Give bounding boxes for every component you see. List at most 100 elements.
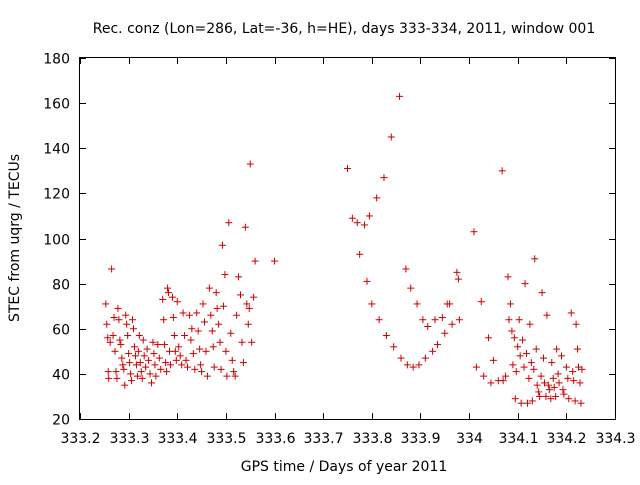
data-point — [438, 313, 446, 321]
data-point — [106, 338, 114, 346]
data-point — [169, 313, 177, 321]
x-tick-label: 333.7 — [303, 431, 343, 447]
data-point — [453, 268, 461, 276]
data-point — [244, 320, 252, 328]
data-point — [173, 298, 181, 306]
data-point — [489, 356, 497, 364]
data-point — [533, 381, 541, 389]
data-point — [179, 309, 187, 317]
x-tick-label: 333.4 — [157, 431, 197, 447]
data-point — [155, 354, 163, 362]
data-point — [161, 341, 169, 349]
x-tick-label: 333.3 — [109, 431, 149, 447]
y-tick-label: 20 — [52, 413, 70, 429]
data-point — [162, 359, 170, 367]
data-point — [363, 277, 371, 285]
data-point — [238, 338, 246, 346]
data-point — [157, 365, 165, 373]
data-point — [171, 347, 179, 355]
data-point — [515, 316, 523, 324]
data-point — [125, 350, 133, 358]
data-point — [227, 329, 235, 337]
data-point — [241, 223, 249, 231]
data-point — [502, 372, 510, 380]
data-point — [225, 219, 233, 227]
data-point — [356, 250, 364, 258]
data-point — [122, 311, 130, 319]
x-tick-label: 334.3 — [595, 431, 635, 447]
data-point — [424, 322, 432, 330]
data-point — [517, 399, 525, 407]
data-point — [504, 273, 512, 281]
data-point — [523, 399, 531, 407]
data-point — [558, 352, 565, 360]
data-point — [441, 329, 449, 337]
data-point — [554, 370, 562, 378]
x-axis-ticks: 333.2 333.3 333.4 333.5 333.6 333.7 333.8 333.9… — [60, 58, 636, 447]
data-point — [168, 293, 176, 301]
data-point — [126, 359, 134, 367]
data-point — [207, 311, 215, 319]
data-point — [123, 320, 131, 328]
data-point — [222, 347, 230, 355]
data-point — [549, 374, 557, 382]
data-point — [154, 341, 162, 349]
data-points — [102, 92, 586, 407]
data-point — [572, 320, 580, 328]
data-point — [197, 361, 205, 369]
data-point — [567, 309, 575, 317]
data-point — [150, 350, 158, 358]
data-point — [143, 345, 151, 353]
y-tick-label: 60 — [52, 323, 70, 339]
data-point — [407, 284, 415, 292]
data-point — [116, 336, 124, 344]
data-point — [487, 379, 495, 387]
data-point — [485, 334, 493, 342]
data-point — [187, 336, 195, 344]
x-tick-label: 333.8 — [352, 431, 392, 447]
data-point — [577, 399, 585, 407]
data-point — [505, 316, 513, 324]
data-point — [136, 359, 144, 367]
data-point — [205, 284, 213, 292]
data-point — [433, 341, 441, 349]
data-point — [212, 289, 220, 297]
data-point — [117, 341, 125, 349]
data-point — [217, 365, 225, 373]
data-point — [402, 265, 410, 273]
data-point — [201, 318, 209, 326]
data-point — [510, 334, 518, 342]
data-point — [569, 368, 577, 376]
data-point — [109, 332, 117, 340]
data-point — [243, 300, 251, 308]
data-point — [446, 300, 454, 308]
data-point — [194, 327, 202, 335]
y-tick-label: 120 — [43, 187, 70, 203]
data-point — [565, 395, 573, 403]
y-tick-label: 160 — [43, 97, 70, 113]
data-point — [527, 359, 535, 367]
data-point — [248, 338, 256, 346]
data-point — [104, 334, 112, 342]
data-point — [571, 397, 579, 405]
data-point — [455, 316, 463, 324]
x-tick-label: 334.2 — [546, 431, 586, 447]
data-point — [537, 372, 545, 380]
data-point — [380, 174, 388, 182]
data-point — [159, 295, 167, 303]
data-point — [512, 368, 520, 376]
data-point — [172, 356, 180, 364]
data-point — [128, 377, 136, 385]
chart-title: Rec. conz (Lon=286, Lat=-36, h=HE), days… — [93, 21, 595, 37]
data-point — [547, 395, 555, 403]
data-point — [472, 363, 480, 371]
data-point — [344, 165, 351, 173]
data-point — [413, 300, 421, 308]
data-point — [540, 354, 548, 362]
data-point — [165, 289, 173, 297]
x-tick-label: 333.6 — [255, 431, 295, 447]
data-point — [245, 304, 253, 312]
data-point — [130, 325, 137, 333]
